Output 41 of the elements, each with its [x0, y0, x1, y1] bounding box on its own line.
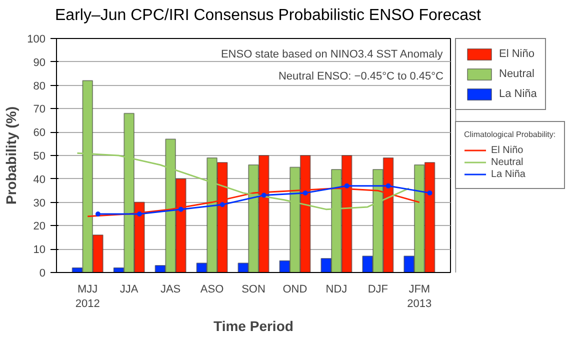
point — [427, 190, 432, 196]
x-axis-title: Time Period — [214, 318, 294, 334]
chart-title: Early–Jun CPC/IRI Consensus Probabilistic ENSO Forecast — [55, 6, 481, 26]
y-tick-label: 20 — [33, 220, 46, 233]
point — [178, 206, 184, 212]
y-tick-label: 100 — [27, 34, 46, 46]
x-tick-label: JJA — [120, 284, 139, 296]
y-axis-title: Probability (%) — [3, 106, 20, 205]
legend-title: Climatological Probability: — [464, 130, 556, 139]
x-tick-label: DJF — [368, 284, 388, 296]
point — [136, 212, 142, 216]
x-tick-label: OND — [282, 284, 308, 296]
legend-label: La Niña — [499, 88, 537, 100]
point — [302, 190, 308, 196]
annotation: Neutral ENSO: −0.45°C to 0.45°C — [278, 70, 444, 82]
legend-label: Neutral — [491, 156, 524, 168]
legend-label: Neutral — [499, 68, 534, 80]
point — [344, 183, 350, 188]
point — [261, 192, 266, 198]
legend-label: El Niño — [491, 144, 524, 156]
y-tick-label: 0 — [39, 268, 46, 280]
legend-label: La Niña — [491, 168, 526, 180]
x-tick-label: NDJ — [326, 284, 348, 296]
y-tick-label: 80 — [33, 80, 46, 92]
legend-label: El Niño — [499, 48, 534, 60]
point — [220, 202, 225, 208]
point — [386, 183, 391, 188]
y-tick-label: 60 — [33, 127, 46, 140]
y-tick-label: 50 — [33, 150, 46, 162]
point — [95, 212, 100, 216]
y-tick-label: 90 — [33, 56, 46, 69]
x-tick-label: ASO — [200, 284, 224, 296]
y-tick-label: 30 — [33, 197, 46, 210]
x-tick-label: JAS — [160, 284, 181, 296]
x-tick-label: MJJ 2012 — [75, 284, 100, 310]
x-tick-label: JFM 2013 — [407, 284, 432, 310]
y-tick-label: 70 — [33, 104, 46, 116]
annotation: ENSO state based on NINO3.4 SST Anomaly — [220, 48, 444, 60]
x-tick-label: SON — [242, 284, 266, 296]
y-tick-label: 40 — [33, 174, 46, 186]
y-tick-label: 10 — [33, 244, 46, 256]
